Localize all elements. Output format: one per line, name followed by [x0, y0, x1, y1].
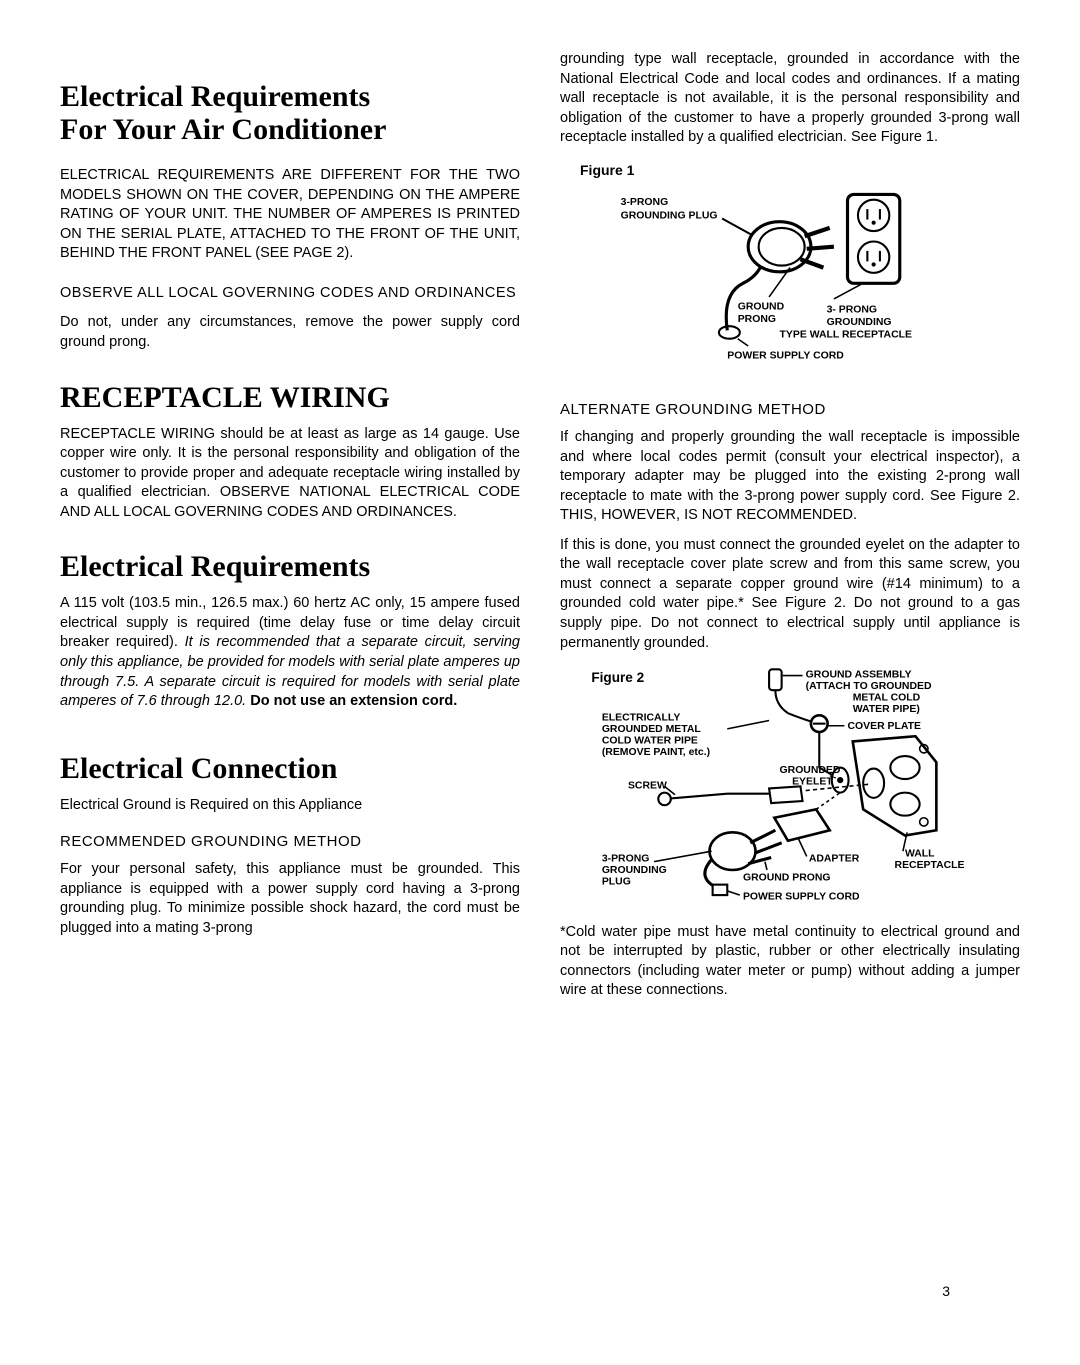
electrical-requirements-heading: Electrical Requirements [60, 550, 520, 584]
title-line-1: Electrical Requirements [60, 80, 370, 113]
fig2-l14: WALL [905, 849, 935, 860]
alt-p1: If changing and properly grounding the w… [560, 428, 1020, 526]
figure-2: Figure 2 GROUND ASSEMBLY (ATTACH TO GROU… [560, 663, 1020, 903]
page-title: Electrical Requirements For Your Air Con… [60, 80, 520, 146]
title-line-2: For Your Air Conditioner [60, 113, 386, 146]
electrical-requirements-body: A 115 volt (103.5 min., 126.5 max.) 60 h… [60, 594, 520, 711]
do-not-remove: Do not, under any circumstances, remove … [60, 313, 520, 352]
figure-1: 3-PRONG GROUNDING PLUG GROUND PRONG [560, 184, 1020, 372]
receptacle-wiring-heading: RECEPTACLE WIRING [60, 381, 520, 415]
fig2-l15: RECEPTACLE [895, 860, 965, 871]
fig2-l2: (ATTACH TO GROUNDED [806, 681, 932, 692]
figure-2-label: Figure 2 [591, 670, 644, 685]
fig2-l18: PLUG [602, 877, 631, 888]
fig2-l3: METAL COLD [853, 693, 921, 704]
fig2-l9: COVER PLATE [847, 721, 920, 732]
left-column: Electrical Requirements For Your Air Con… [60, 50, 520, 1011]
alternate-grounding-heading: ALTERNATE GROUNDING METHOD [560, 401, 1020, 418]
fig1-receptacle: TYPE WALL RECEPTACLE [780, 329, 912, 340]
fig2-l19: GROUND PRONG [743, 873, 831, 884]
fig1-cord: POWER SUPPLY CORD [727, 350, 844, 361]
fig2-l10: GROUNDED [780, 765, 841, 776]
elec-req-c: Do not use an extension cord. [250, 693, 457, 709]
recommended-grounding-heading: RECOMMENDED GROUNDING METHOD [60, 833, 520, 850]
figure-1-label: Figure 1 [580, 162, 1020, 178]
fig2-l7: COLD WATER PIPE [602, 736, 698, 747]
ground-required: Electrical Ground is Required on this Ap… [60, 796, 520, 816]
fig2-l16: 3-PRONG [602, 854, 650, 865]
recommended-grounding-body: For your personal safety, this appliance… [60, 860, 520, 938]
right-column: grounding type wall receptacle, grounded… [560, 50, 1020, 1011]
observe-codes: OBSERVE ALL LOCAL GOVERNING CODES AND OR… [60, 284, 520, 304]
fig2-l1: GROUND ASSEMBLY [806, 670, 912, 681]
fig1-grounding-plug: GROUNDING PLUG [621, 210, 718, 221]
electrical-connection-heading: Electrical Connection [60, 752, 520, 786]
fig1-ground: GROUND [738, 301, 785, 312]
fig1-prong: PRONG [738, 314, 776, 325]
fig2-l12: SCREW [628, 781, 667, 792]
page-number: 3 [942, 1283, 950, 1299]
fig2-l5: ELECTRICALLY [602, 713, 681, 724]
grounding-continuation: grounding type wall receptacle, grounded… [560, 50, 1020, 148]
fig2-l4: WATER PIPE) [853, 704, 920, 715]
fig2-l8: (REMOVE PAINT, etc.) [602, 747, 710, 758]
fig2-l13: ADAPTER [809, 854, 860, 865]
fig2-l20: POWER SUPPLY CORD [743, 891, 860, 902]
intro-caps: ELECTRICAL REQUIREMENTS ARE DIFFERENT FO… [60, 166, 520, 264]
alt-p2: If this is done, you must connect the gr… [560, 536, 1020, 653]
receptacle-wiring-body: RECEPTACLE WIRING should be at least as … [60, 425, 520, 523]
fig2-l6: GROUNDED METAL [602, 724, 702, 735]
fig2-l17: GROUNDING [602, 865, 667, 876]
fig1-grounding-r: GROUNDING [827, 317, 892, 328]
footnote: *Cold water pipe must have metal continu… [560, 923, 1020, 1001]
fig1-3prong: 3-PRONG [621, 197, 669, 208]
fig1-3prong-r: 3- PRONG [827, 304, 877, 315]
fig2-l11: EYELET [792, 776, 833, 787]
